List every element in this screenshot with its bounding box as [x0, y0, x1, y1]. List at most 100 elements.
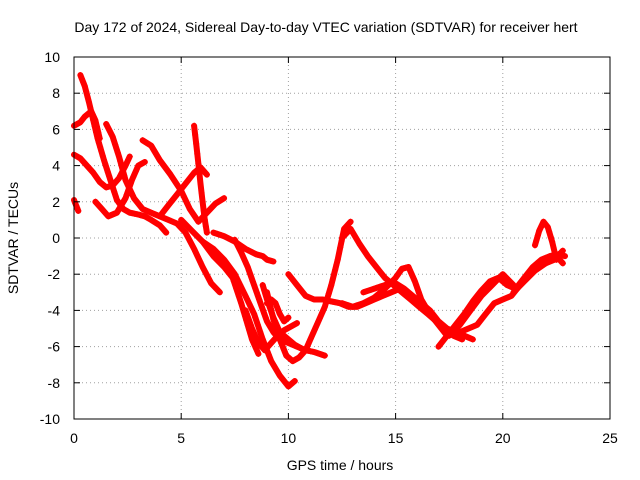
data-point [559, 260, 566, 267]
y-tick-label: 6 [52, 121, 60, 137]
data-point [256, 341, 263, 348]
series-track-6 [92, 158, 148, 220]
data-point [332, 266, 339, 273]
data-point [125, 156, 132, 163]
data-point [296, 344, 303, 351]
data-point [146, 216, 153, 223]
chart-title: Day 172 of 2024, Sidereal Day-to-day VTE… [74, 19, 577, 35]
data-point [252, 334, 259, 341]
data-point [254, 321, 261, 328]
data-point [290, 322, 297, 329]
data-point [534, 232, 541, 239]
series-track-10 [178, 216, 262, 357]
data-point [113, 145, 120, 152]
data-point [305, 341, 312, 348]
data-point [269, 311, 276, 318]
data-point [405, 263, 412, 270]
data-point [238, 284, 245, 291]
data-point [489, 282, 496, 289]
data-point [233, 273, 240, 280]
data-point [103, 120, 110, 127]
data-point [452, 325, 459, 332]
data-point [286, 324, 293, 331]
data-point [236, 246, 243, 253]
data-point [342, 224, 349, 231]
data-point [102, 161, 109, 168]
data-point [365, 297, 372, 304]
data-point [239, 287, 246, 294]
data-point [109, 182, 116, 189]
data-point [213, 255, 220, 262]
data-point [117, 158, 124, 165]
y-tick-label: -4 [48, 302, 61, 318]
data-point [235, 244, 242, 251]
data-point [141, 158, 148, 165]
data-point [278, 339, 285, 346]
data-point [74, 205, 81, 212]
data-point [469, 336, 476, 343]
data-point [216, 289, 223, 296]
data-point [271, 298, 278, 305]
series-track-7 [139, 137, 228, 225]
data-point [264, 344, 271, 351]
data-point [262, 314, 269, 321]
data-point [364, 298, 371, 305]
data-point [194, 150, 201, 157]
data-point [413, 282, 420, 289]
data-point [90, 117, 97, 124]
data-point [283, 315, 290, 322]
data-point [239, 304, 246, 311]
data-point [200, 207, 207, 214]
data-point [529, 270, 536, 277]
data-point [183, 222, 190, 229]
data-point [112, 141, 119, 148]
data-point [311, 326, 318, 333]
data-point [326, 286, 333, 293]
data-point [215, 288, 222, 295]
data-point [234, 276, 241, 283]
data-point [514, 285, 521, 292]
series-track-24 [446, 271, 517, 339]
data-point [363, 298, 370, 305]
data-point [247, 303, 254, 310]
data-point [287, 323, 294, 330]
data-point [282, 326, 289, 333]
data-point [312, 324, 319, 331]
data-point [211, 254, 218, 261]
data-point [249, 249, 256, 256]
data-point [80, 158, 87, 165]
data-point [507, 279, 514, 286]
data-point [72, 122, 79, 129]
data-point [131, 171, 138, 178]
data-point [257, 300, 264, 307]
data-point [95, 201, 102, 208]
data-point [494, 276, 501, 283]
data-point [417, 292, 424, 299]
data-point [272, 300, 279, 307]
data-point [180, 219, 187, 226]
data-point [241, 290, 248, 297]
x-tick-label: 20 [495, 430, 511, 446]
data-point [235, 292, 242, 299]
data-point [267, 354, 274, 361]
data-point [490, 280, 497, 287]
data-point [510, 289, 517, 296]
data-point [136, 161, 143, 168]
data-point [295, 343, 302, 350]
data-point [280, 346, 287, 353]
data-point [214, 249, 221, 256]
data-point [261, 347, 268, 354]
data-point [303, 344, 310, 351]
data-point [82, 161, 89, 168]
data-point [361, 299, 368, 306]
series-band [139, 137, 228, 225]
data-point [242, 307, 249, 314]
data-point [235, 279, 242, 286]
data-point [266, 341, 273, 348]
data-point [293, 355, 300, 362]
data-point [533, 237, 540, 244]
data-point [123, 159, 130, 166]
y-tick-label: -6 [48, 339, 61, 355]
data-point [275, 307, 282, 314]
data-point [124, 208, 131, 215]
